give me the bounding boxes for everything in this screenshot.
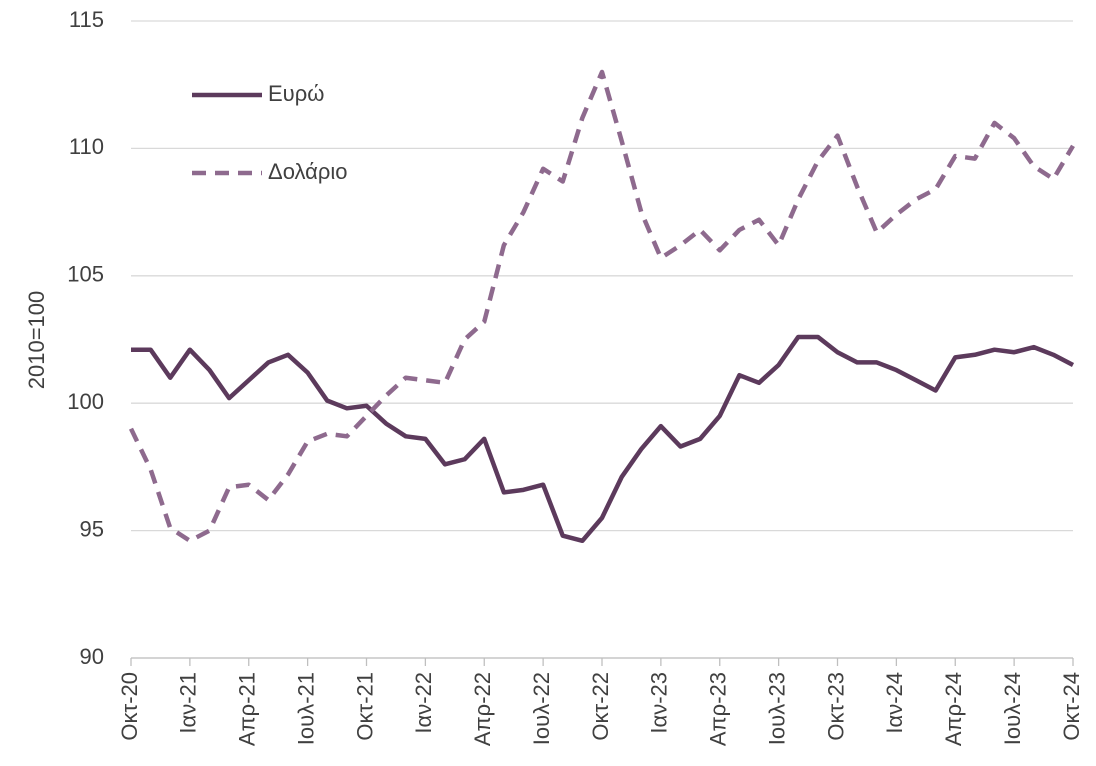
x-tick-label: Απρ-22 [470,672,495,746]
line-series [131,334,1075,544]
y-tick-label: 100 [67,389,104,414]
x-tick-label: Ιαν-22 [411,672,436,734]
x-tick-label: Απρ-21 [235,672,260,746]
x-tick-label: Ιαν-24 [882,672,907,734]
legend-label: Δολάριο [268,159,348,184]
x-tick-label: Απρ-23 [706,672,731,746]
line-series [128,69,1075,544]
x-tick-label: Ιαν-21 [176,672,201,734]
x-tick-label: Οκτ-23 [823,672,848,741]
x-tick-label: Ιαν-23 [647,672,672,734]
y-tick-label: 110 [69,134,104,159]
x-tick-label: Οκτ-24 [1059,672,1084,741]
x-tick-label: Οκτ-22 [588,672,613,741]
x-tick-label: Οκτ-21 [352,672,377,741]
x-tick-label: Οκτ-20 [117,672,142,741]
y-tick-label: 95 [80,516,104,541]
y-tick-label: 105 [67,262,104,287]
y-axis-label: 2010=100 [24,291,49,390]
x-tick-label: Ιουλ-23 [764,672,789,745]
x-tick-label: Απρ-24 [941,672,966,746]
y-tick-label: 90 [80,644,104,669]
y-tick-label: 115 [69,7,104,32]
legend-label: Ευρώ [268,81,324,106]
x-tick-label: Ιουλ-21 [293,672,318,745]
x-tick-label: Ιουλ-24 [1000,672,1025,745]
x-tick-label: Ιουλ-22 [529,672,554,745]
